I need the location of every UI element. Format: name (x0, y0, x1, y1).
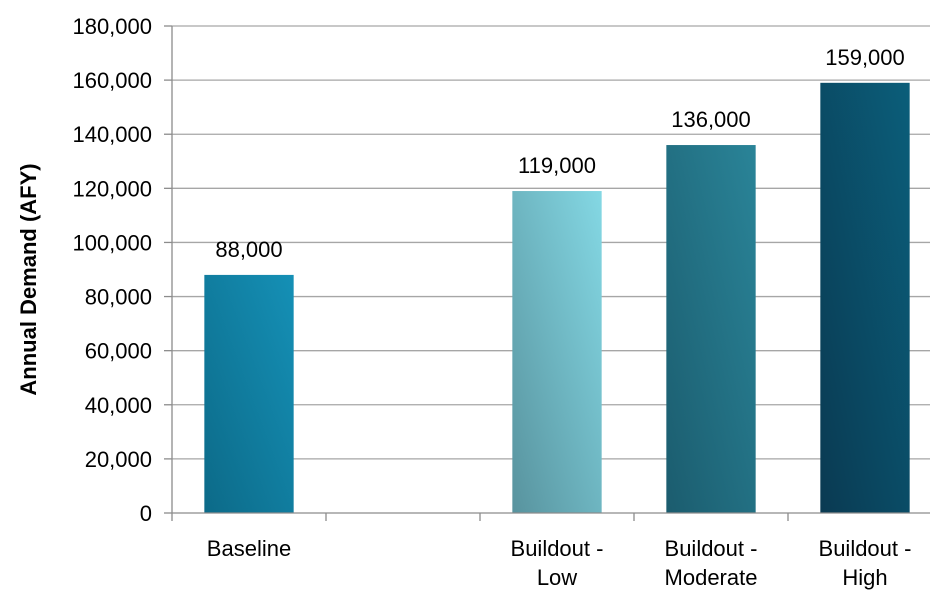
bar-data-label: 159,000 (825, 45, 905, 70)
x-category-label: Buildout - (511, 536, 604, 561)
x-category-label: High (842, 565, 887, 590)
bar-data-label: 119,000 (518, 153, 596, 178)
x-category-label: Buildout - (819, 536, 912, 561)
y-axis-title: Annual Demand (AFY) (16, 163, 41, 395)
bar (666, 145, 756, 514)
x-category-label: Buildout - (665, 536, 758, 561)
bar-data-label: 136,000 (671, 107, 751, 132)
y-tick-label: 20,000 (85, 447, 152, 472)
x-category-label: Moderate (665, 565, 758, 590)
y-tick-label: 80,000 (85, 285, 152, 310)
y-tick-label: 120,000 (72, 176, 152, 201)
axes (164, 25, 930, 521)
bar (512, 191, 602, 514)
x-category-label: Baseline (207, 536, 291, 561)
y-tick-label: 40,000 (85, 393, 152, 418)
y-tick-label: 100,000 (72, 230, 152, 255)
y-tick-label: 0 (140, 501, 152, 526)
bar (820, 82, 910, 514)
y-tick-label: 140,000 (72, 122, 152, 147)
x-category-label: Low (537, 565, 577, 590)
y-tick-label: 180,000 (72, 14, 152, 39)
bar (204, 274, 294, 513)
bars (204, 82, 910, 514)
y-tick-label: 160,000 (72, 68, 152, 93)
bar-data-label: 88,000 (215, 237, 282, 262)
labels: 0 20,000 40,000 60,000 80,000 100,000 120,000 1… (72, 14, 911, 590)
y-tick-label: 60,000 (85, 339, 152, 364)
